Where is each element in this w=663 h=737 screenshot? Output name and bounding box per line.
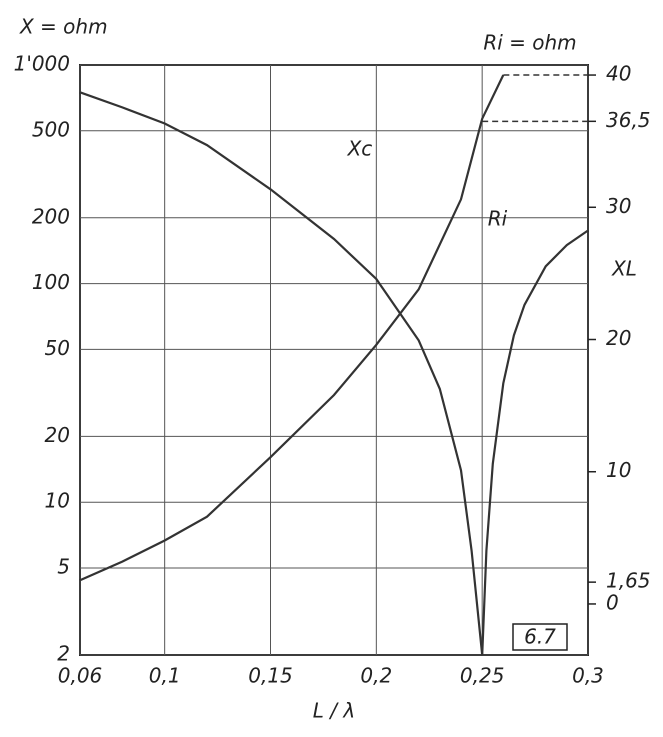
y2-tick-label: 1,65: [606, 569, 651, 593]
x-tick-label: 0,3: [572, 664, 604, 688]
y-axis-title: X = ohm: [19, 15, 108, 39]
y-tick-label: 1'000: [14, 52, 70, 76]
x-tick-label: 0,25: [460, 664, 505, 688]
series-line: [79, 91, 484, 656]
y-tick-label: 20: [45, 423, 70, 447]
series-label: XL: [611, 257, 637, 281]
y-tick-label: 5: [57, 555, 70, 579]
series-label: Ri: [488, 207, 508, 231]
y2-tick-label: 40: [606, 62, 631, 86]
y2-tick-label: 10: [606, 458, 631, 482]
y-tick-label: 10: [45, 489, 70, 513]
y2-tick-label: 36,5: [606, 108, 651, 132]
plot-frame: [79, 64, 589, 656]
x-axis-title: L / λ: [313, 699, 355, 723]
y2-tick-label: 20: [606, 326, 631, 350]
y2-tick-label: 0: [606, 590, 619, 614]
y-tick-label: 50: [45, 336, 70, 360]
series-label: Xc: [347, 137, 373, 161]
y-tick-label: 100: [32, 270, 70, 294]
series-line: [79, 74, 505, 582]
x-tick-label: 0,06: [58, 664, 103, 688]
y-tick-label: 200: [32, 204, 70, 228]
badge-box: [512, 623, 568, 651]
x-tick-label: 0,2: [360, 664, 392, 688]
y2-tick-label: 30: [606, 194, 631, 218]
y2-axis-title: Ri = ohm: [483, 31, 576, 55]
y-tick-label: 2: [57, 642, 70, 666]
badge: 6.7: [524, 625, 556, 649]
y-tick-label: 500: [32, 117, 70, 141]
series-line: [481, 229, 589, 656]
x-tick-label: 0,1: [149, 664, 181, 688]
x-tick-label: 0,15: [248, 664, 293, 688]
